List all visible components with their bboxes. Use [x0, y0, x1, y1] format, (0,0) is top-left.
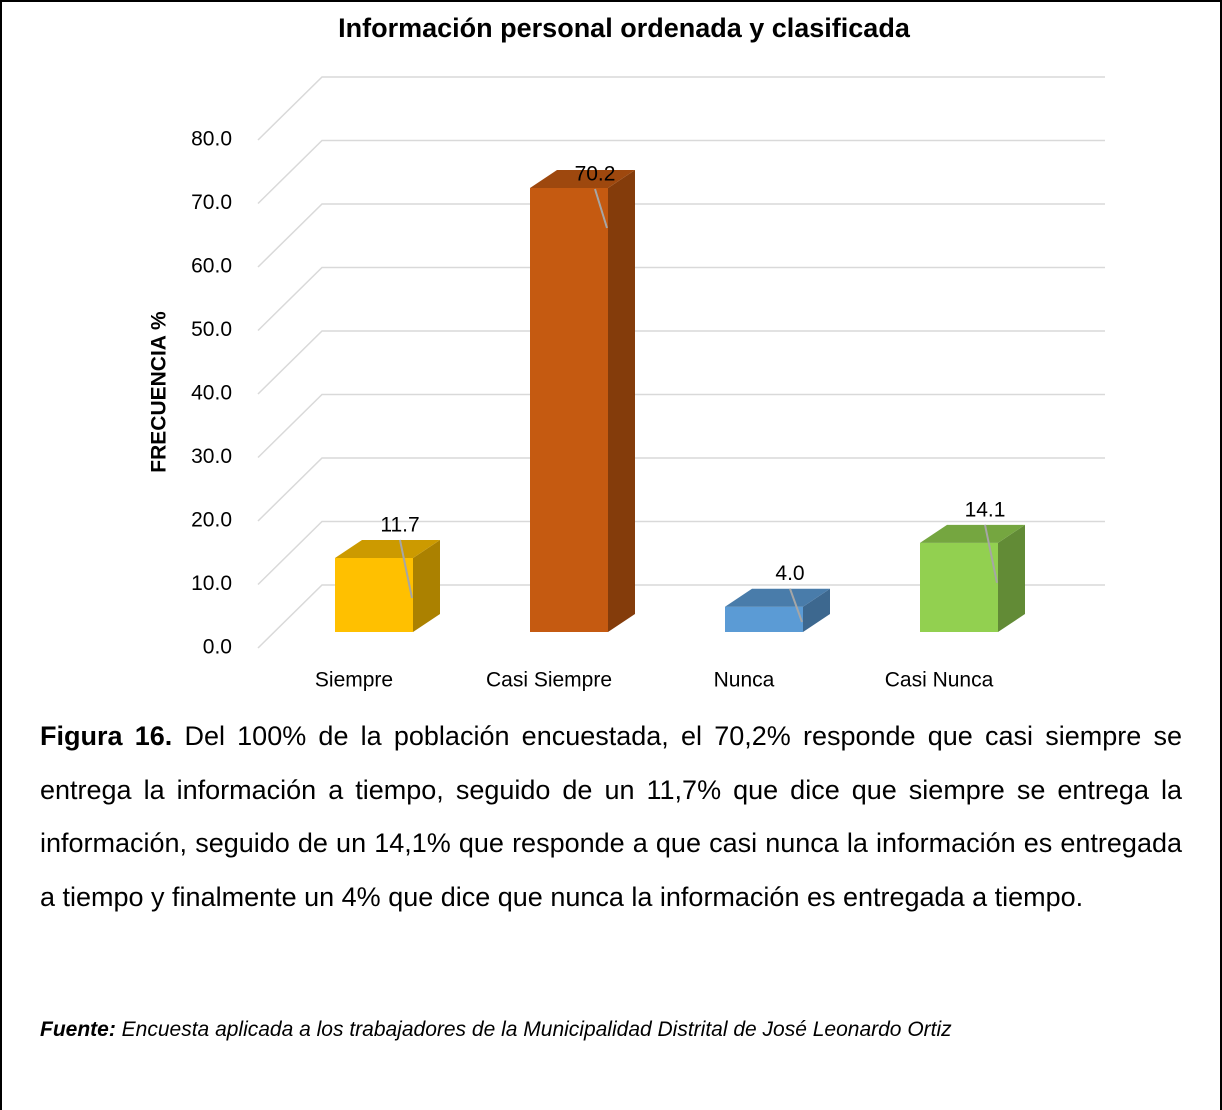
- leader-line: [789, 588, 803, 623]
- leader-line: [984, 524, 998, 584]
- bar-front: [335, 557, 413, 632]
- x-tick-label: Siempre: [315, 669, 393, 692]
- bar-side: [608, 169, 635, 633]
- grid-line: [257, 139, 1105, 205]
- grid-line: [257, 203, 1105, 268]
- grid-line: [257, 520, 1105, 586]
- grid-line: [257, 76, 1105, 141]
- y-axis-title: FRECUENCIA %: [148, 311, 171, 473]
- bar-top: [920, 524, 1025, 543]
- bar-top: [335, 539, 440, 558]
- y-tick-label: 60.0: [191, 255, 232, 278]
- bar-side: [998, 524, 1025, 632]
- data-label: 11.7: [380, 514, 419, 537]
- leader-line: [594, 188, 608, 229]
- leader-line: [399, 539, 413, 599]
- data-label: 70.2: [575, 163, 616, 186]
- caption-label: Figura 16.: [40, 721, 173, 751]
- y-tick-label: 0.0: [203, 636, 232, 659]
- x-tick-label: Casi Nunca: [885, 669, 994, 692]
- grid-line: [257, 457, 1105, 522]
- y-tick-label: 70.0: [191, 191, 232, 214]
- source-text: Encuesta aplicada a los trabajadores de …: [121, 1018, 952, 1041]
- data-label: 14.1: [965, 498, 1006, 521]
- grid-line: [257, 584, 1105, 649]
- y-tick-label: 50.0: [191, 318, 232, 341]
- bar-top: [530, 169, 635, 188]
- source-label: Fuente:: [40, 1018, 116, 1041]
- source: Fuente: Encuesta aplicada a los trabajad…: [40, 1018, 952, 1042]
- y-tick-label: 20.0: [191, 509, 232, 532]
- bar-front: [725, 606, 803, 632]
- bar-front: [530, 187, 608, 633]
- x-tick-label: Nunca: [714, 669, 775, 692]
- data-label: 4.0: [775, 562, 804, 585]
- grid-line: [257, 330, 1105, 395]
- bar-front: [920, 542, 998, 632]
- chart: Información personal ordenada y clasific…: [148, 13, 1105, 692]
- caption-text: Del 100% de la población encuestada, el …: [40, 721, 1182, 912]
- grid-line: [257, 266, 1105, 332]
- y-tick-label: 30.0: [191, 445, 232, 468]
- y-tick-label: 10.0: [191, 572, 232, 595]
- y-tick-label: 40.0: [191, 382, 232, 405]
- bar-side: [413, 539, 440, 632]
- x-tick-label: Casi Siempre: [486, 669, 612, 692]
- bar-top: [725, 588, 830, 607]
- chart-title: Información personal ordenada y clasific…: [338, 13, 911, 43]
- y-tick-label: 80.0: [191, 128, 232, 151]
- caption: Figura 16. Del 100% de la población encu…: [40, 710, 1182, 924]
- bar-side: [803, 588, 830, 632]
- grid-line: [257, 393, 1105, 459]
